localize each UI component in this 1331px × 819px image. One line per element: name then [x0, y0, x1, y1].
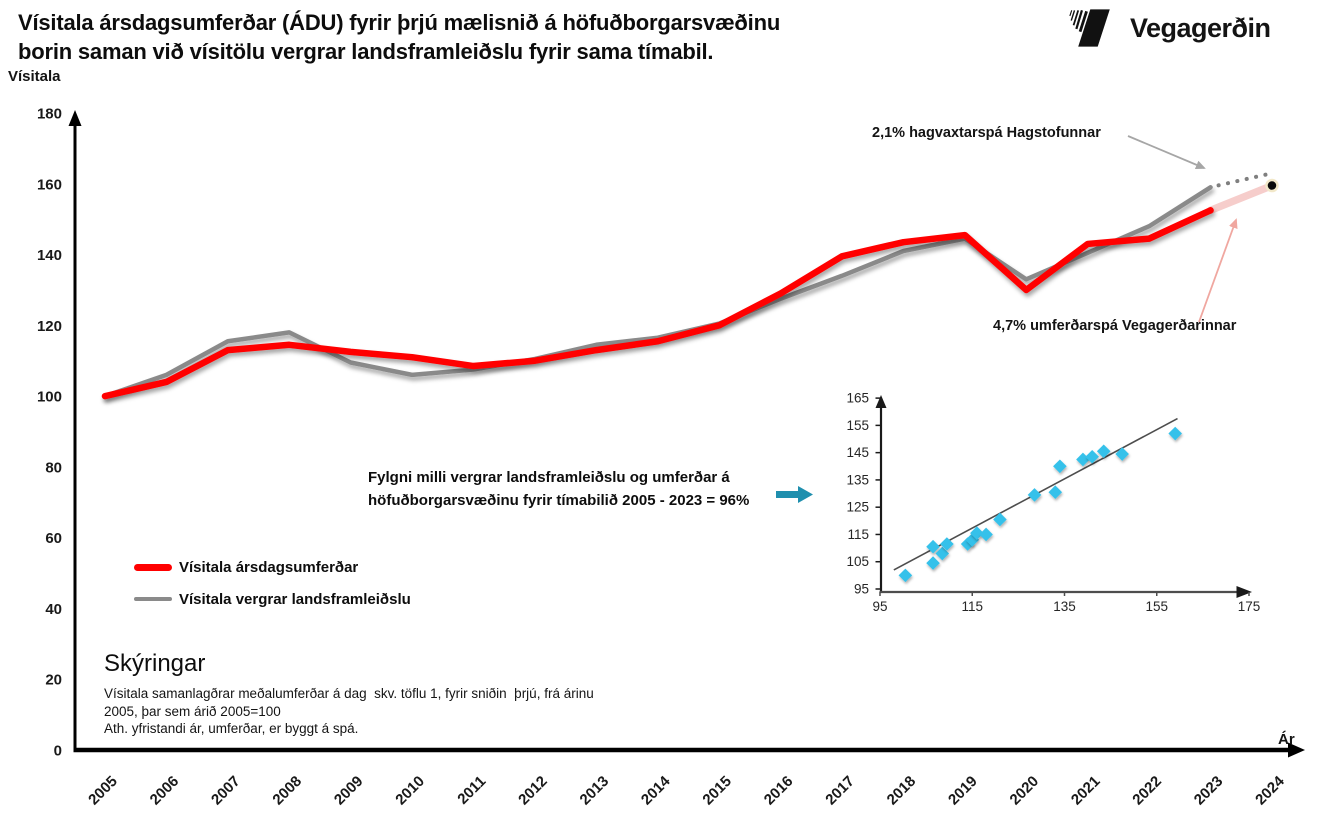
main-y-tick-label: 140 [37, 247, 62, 264]
notes-line-2: 2005, þar sem árið 2005=100 [104, 703, 281, 719]
vegagerdin-logo-text: Vegagerðin [1130, 12, 1271, 43]
main-y-tick-label: 80 [45, 459, 62, 476]
inset-x-tick-label: 155 [1145, 599, 1168, 614]
inset-y-tick-label: 155 [846, 418, 869, 433]
scatter-point [970, 526, 984, 540]
main-y-tick-label: 0 [54, 743, 62, 760]
main-y-axis-arrowhead [68, 110, 82, 126]
vegagerdin-logo-icon [1069, 9, 1110, 47]
scatter-point [940, 537, 954, 551]
scatter-point [926, 556, 940, 570]
main-y-tick-label: 60 [45, 530, 62, 547]
main-x-tick-label: 2024 [1252, 772, 1288, 808]
traffic-index-line [101, 207, 1214, 400]
legend-swatch [134, 596, 172, 602]
notes-line-3: Ath. yfristandi ár, umferðar, er byggt á… [104, 721, 359, 736]
scatter-point [898, 568, 913, 583]
main-x-tick-label: 2016 [761, 773, 797, 809]
scatter-point [979, 527, 993, 542]
main-x-tick-label: 2010 [392, 773, 428, 809]
inset-y-tick-label: 125 [846, 500, 869, 515]
correlation-note-line1: Fylgni milli vergrar landsframleiðslu og… [368, 469, 730, 486]
scatter-point [993, 512, 1007, 527]
scatter-point [1085, 449, 1099, 464]
y-axis-title: Vísitala [8, 68, 61, 85]
inset-x-tick-label: 175 [1238, 599, 1261, 614]
x-axis-title: Ár [1278, 731, 1295, 748]
scatter-point [926, 539, 940, 554]
gdp-forecast-dotted-line [1216, 171, 1274, 188]
legend-label: Vísitala ársdagsumferðar [179, 558, 359, 576]
gdp-index-line [102, 185, 1213, 399]
main-x-tick-label: 2008 [269, 773, 305, 809]
notes-heading: Skýringar [104, 650, 206, 677]
legend-item: Vísitala ársdagsumferðar [134, 557, 411, 577]
inset-y-tick-label: 165 [846, 391, 869, 406]
notes-line-1: Vísitala samanlagðrar meðalumferðar á da… [104, 686, 594, 701]
main-x-tick-label: 2023 [1191, 773, 1227, 809]
main-x-tick-label: 2009 [331, 773, 367, 809]
gdp-forecast-annotation: 2,1% hagvaxtarspá Hagstofunnar [872, 125, 1101, 141]
inset-x-tick-label: 95 [872, 599, 887, 614]
main-x-tick-label: 2015 [699, 773, 735, 809]
main-x-tick-label: 2007 [208, 773, 244, 809]
legend: Vísitala ársdagsumferðar Vísitala vergra… [134, 557, 411, 621]
main-y-tick-label: 180 [37, 105, 62, 122]
scatter-point [1115, 447, 1129, 461]
forecast-endpoint-dot [1265, 178, 1279, 193]
scatter-point [1168, 426, 1182, 441]
main-x-tick-label: 2012 [515, 773, 551, 809]
main-x-tick-label: 2006 [147, 773, 183, 809]
traffic-forecast-annotation: 4,7% umferðarspá Vegagerðarinnar [993, 318, 1237, 334]
main-x-tick-label: 2020 [1007, 773, 1043, 809]
inset-y-tick-label: 115 [847, 527, 869, 542]
main-x-tick-label: 2013 [577, 773, 613, 809]
vegagerdin-logo: Vegagerðin [1068, 6, 1271, 50]
main-x-tick-label: 2011 [454, 773, 489, 808]
inset-x-tick-label: 115 [961, 599, 983, 614]
correlation-note: Fylgni milli vergrar landsframleiðslu og… [368, 466, 749, 512]
scatter-point [1027, 488, 1042, 502]
main-x-tick-label: 2019 [945, 773, 981, 809]
main-x-tick-label: 2022 [1129, 773, 1165, 809]
scatter-point [1053, 459, 1067, 474]
title-line-2: borin saman við vísitölu vergrar landsfr… [18, 39, 714, 64]
inset-x-axis-arrowhead [1236, 586, 1252, 598]
correlation-note-line2: höfuðborgarsvæðinu fyrir tímabilið 2005 … [368, 492, 750, 509]
inset-y-tick-label: 145 [846, 445, 869, 460]
main-y-tick-label: 100 [37, 389, 62, 406]
gdp-forecast-annotation-arrow [1127, 135, 1206, 170]
main-x-axis-arrowhead [1288, 742, 1305, 758]
main-y-tick-label: 160 [37, 176, 62, 193]
legend-label: Vísitala vergrar landsframleiðslu [179, 590, 411, 608]
page-title: Vísitala ársdagsumferðar (ÁDU) fyrir þrj… [18, 8, 780, 66]
inset-y-tick-label: 95 [854, 582, 869, 597]
main-x-tick-label: 2021 [1068, 773, 1104, 809]
inset-x-tick-label: 135 [1053, 599, 1076, 614]
legend-swatch [134, 563, 172, 571]
legend-item: Vísitala vergrar landsframleiðslu [134, 589, 411, 609]
scatter-point [1048, 485, 1063, 499]
main-x-tick-label: 2014 [638, 772, 674, 808]
main-x-tick-label: 2017 [822, 773, 858, 809]
main-y-tick-label: 40 [45, 601, 62, 618]
inset-y-tick-label: 135 [846, 472, 869, 487]
main-x-tick-label: 2018 [884, 773, 920, 809]
scatter-point [935, 546, 950, 561]
traffic-forecast-line [1206, 181, 1276, 215]
main-y-tick-label: 20 [45, 672, 62, 689]
title-line-1: Vísitala ársdagsumferðar (ÁDU) fyrir þrj… [18, 10, 781, 35]
main-x-tick-label: 2005 [85, 773, 121, 809]
traffic-forecast-annotation-arrow [1198, 218, 1238, 323]
scatter-point [1096, 444, 1111, 459]
notes-section: Skýringar Vísitala samanlagðrar meðalumf… [104, 650, 594, 738]
main-y-tick-label: 120 [37, 318, 62, 335]
correlation-arrow-icon [776, 486, 813, 503]
inset-y-tick-label: 105 [846, 554, 869, 569]
inset-y-axis-arrowhead [875, 395, 887, 408]
